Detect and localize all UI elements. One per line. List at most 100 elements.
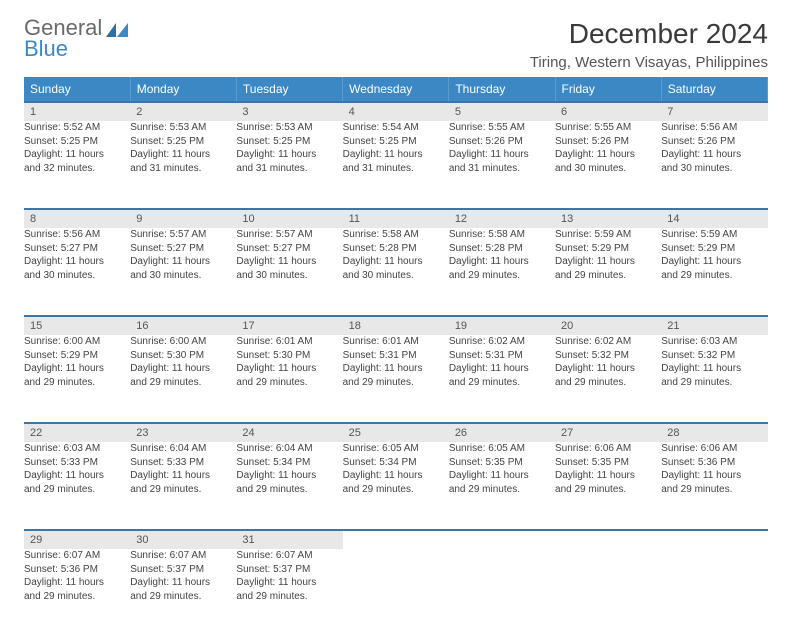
day-cell: Sunrise: 6:00 AMSunset: 5:30 PMDaylight:…	[130, 335, 236, 423]
daylight-text: Daylight: 11 hours	[130, 255, 236, 269]
sunrise-text: Sunrise: 5:57 AM	[236, 228, 342, 242]
day-number-cell: 29	[24, 530, 130, 549]
sunset-text: Sunset: 5:26 PM	[661, 135, 767, 149]
daylight-text: and 32 minutes.	[24, 162, 130, 176]
weekday-header: Wednesday	[343, 77, 449, 102]
sunrise-text: Sunrise: 6:01 AM	[343, 335, 449, 349]
daylight-text: Daylight: 11 hours	[130, 576, 236, 590]
sunset-text: Sunset: 5:25 PM	[236, 135, 342, 149]
sunrise-text: Sunrise: 6:00 AM	[130, 335, 236, 349]
day-number-cell: 23	[130, 423, 236, 442]
daylight-text: Daylight: 11 hours	[449, 362, 555, 376]
day-cell	[555, 549, 661, 637]
daylight-text: and 31 minutes.	[130, 162, 236, 176]
daylight-text: Daylight: 11 hours	[661, 148, 767, 162]
day-cell: Sunrise: 6:07 AMSunset: 5:37 PMDaylight:…	[236, 549, 342, 637]
daylight-text: Daylight: 11 hours	[236, 576, 342, 590]
day-cell: Sunrise: 5:54 AMSunset: 5:25 PMDaylight:…	[343, 121, 449, 209]
daylight-text: Daylight: 11 hours	[236, 469, 342, 483]
sunset-text: Sunset: 5:29 PM	[661, 242, 767, 256]
daylight-text: and 29 minutes.	[236, 376, 342, 390]
sunrise-text: Sunrise: 6:03 AM	[24, 442, 130, 456]
sunrise-text: Sunrise: 5:57 AM	[130, 228, 236, 242]
day-cell: Sunrise: 5:57 AMSunset: 5:27 PMDaylight:…	[130, 228, 236, 316]
daylight-text: Daylight: 11 hours	[343, 148, 449, 162]
day-number-cell: 20	[555, 316, 661, 335]
sunrise-text: Sunrise: 6:06 AM	[555, 442, 661, 456]
sunset-text: Sunset: 5:36 PM	[661, 456, 767, 470]
daylight-text: Daylight: 11 hours	[236, 362, 342, 376]
sunrise-text: Sunrise: 6:04 AM	[236, 442, 342, 456]
day-number-cell: 11	[343, 209, 449, 228]
day-cell: Sunrise: 6:01 AMSunset: 5:31 PMDaylight:…	[343, 335, 449, 423]
day-cell	[343, 549, 449, 637]
sunset-text: Sunset: 5:31 PM	[343, 349, 449, 363]
daylight-text: and 29 minutes.	[130, 483, 236, 497]
daylight-text: and 29 minutes.	[24, 483, 130, 497]
day-cell	[449, 549, 555, 637]
logo-word2: Blue	[24, 36, 68, 61]
sunset-text: Sunset: 5:35 PM	[449, 456, 555, 470]
day-cell: Sunrise: 5:56 AMSunset: 5:27 PMDaylight:…	[24, 228, 130, 316]
daylight-text: Daylight: 11 hours	[130, 469, 236, 483]
daylight-text: and 31 minutes.	[449, 162, 555, 176]
daylight-text: and 30 minutes.	[24, 269, 130, 283]
sunrise-text: Sunrise: 6:05 AM	[449, 442, 555, 456]
day-number-row: 891011121314	[24, 209, 768, 228]
daylight-text: Daylight: 11 hours	[130, 148, 236, 162]
sunset-text: Sunset: 5:28 PM	[449, 242, 555, 256]
weekday-header: Friday	[555, 77, 661, 102]
day-number-cell: 18	[343, 316, 449, 335]
daylight-text: and 29 minutes.	[661, 483, 767, 497]
logo-sail-icon	[106, 23, 128, 37]
weekday-header: Tuesday	[236, 77, 342, 102]
sunrise-text: Sunrise: 5:56 AM	[661, 121, 767, 135]
day-cell: Sunrise: 5:58 AMSunset: 5:28 PMDaylight:…	[343, 228, 449, 316]
daylight-text: Daylight: 11 hours	[555, 469, 661, 483]
sunrise-text: Sunrise: 5:54 AM	[343, 121, 449, 135]
sunset-text: Sunset: 5:27 PM	[24, 242, 130, 256]
daylight-text: and 29 minutes.	[661, 269, 767, 283]
daylight-text: and 29 minutes.	[449, 269, 555, 283]
day-number-row: 22232425262728	[24, 423, 768, 442]
day-content-row: Sunrise: 5:56 AMSunset: 5:27 PMDaylight:…	[24, 228, 768, 316]
daylight-text: and 30 minutes.	[661, 162, 767, 176]
day-number-cell: 16	[130, 316, 236, 335]
day-cell: Sunrise: 6:04 AMSunset: 5:34 PMDaylight:…	[236, 442, 342, 530]
day-cell: Sunrise: 5:58 AMSunset: 5:28 PMDaylight:…	[449, 228, 555, 316]
sunrise-text: Sunrise: 6:05 AM	[343, 442, 449, 456]
sunset-text: Sunset: 5:36 PM	[24, 563, 130, 577]
daylight-text: and 31 minutes.	[343, 162, 449, 176]
sunrise-text: Sunrise: 6:07 AM	[130, 549, 236, 563]
day-number-cell: 22	[24, 423, 130, 442]
day-cell: Sunrise: 6:05 AMSunset: 5:34 PMDaylight:…	[343, 442, 449, 530]
sunset-text: Sunset: 5:25 PM	[343, 135, 449, 149]
daylight-text: Daylight: 11 hours	[343, 255, 449, 269]
day-number-cell: 1	[24, 102, 130, 121]
sunrise-text: Sunrise: 6:01 AM	[236, 335, 342, 349]
calendar-header: SundayMondayTuesdayWednesdayThursdayFrid…	[24, 77, 768, 102]
logo: General Blue	[24, 18, 128, 60]
sunrise-text: Sunrise: 5:58 AM	[343, 228, 449, 242]
daylight-text: Daylight: 11 hours	[661, 469, 767, 483]
daylight-text: Daylight: 11 hours	[24, 362, 130, 376]
day-cell: Sunrise: 6:03 AMSunset: 5:33 PMDaylight:…	[24, 442, 130, 530]
daylight-text: and 30 minutes.	[343, 269, 449, 283]
sunset-text: Sunset: 5:34 PM	[343, 456, 449, 470]
sunset-text: Sunset: 5:29 PM	[555, 242, 661, 256]
sunrise-text: Sunrise: 5:52 AM	[24, 121, 130, 135]
daylight-text: Daylight: 11 hours	[343, 469, 449, 483]
daylight-text: and 29 minutes.	[130, 590, 236, 604]
sunset-text: Sunset: 5:37 PM	[236, 563, 342, 577]
sunrise-text: Sunrise: 6:00 AM	[24, 335, 130, 349]
daylight-text: Daylight: 11 hours	[236, 148, 342, 162]
sunset-text: Sunset: 5:30 PM	[236, 349, 342, 363]
sunset-text: Sunset: 5:29 PM	[24, 349, 130, 363]
day-number-cell: 28	[661, 423, 767, 442]
sunset-text: Sunset: 5:34 PM	[236, 456, 342, 470]
day-number-cell: 30	[130, 530, 236, 549]
sunset-text: Sunset: 5:32 PM	[661, 349, 767, 363]
daylight-text: Daylight: 11 hours	[130, 362, 236, 376]
daylight-text: Daylight: 11 hours	[24, 469, 130, 483]
sunrise-text: Sunrise: 6:02 AM	[555, 335, 661, 349]
